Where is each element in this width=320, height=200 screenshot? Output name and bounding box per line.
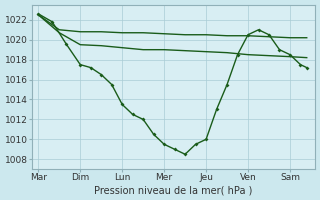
X-axis label: Pression niveau de la mer( hPa ): Pression niveau de la mer( hPa ) xyxy=(94,185,253,195)
